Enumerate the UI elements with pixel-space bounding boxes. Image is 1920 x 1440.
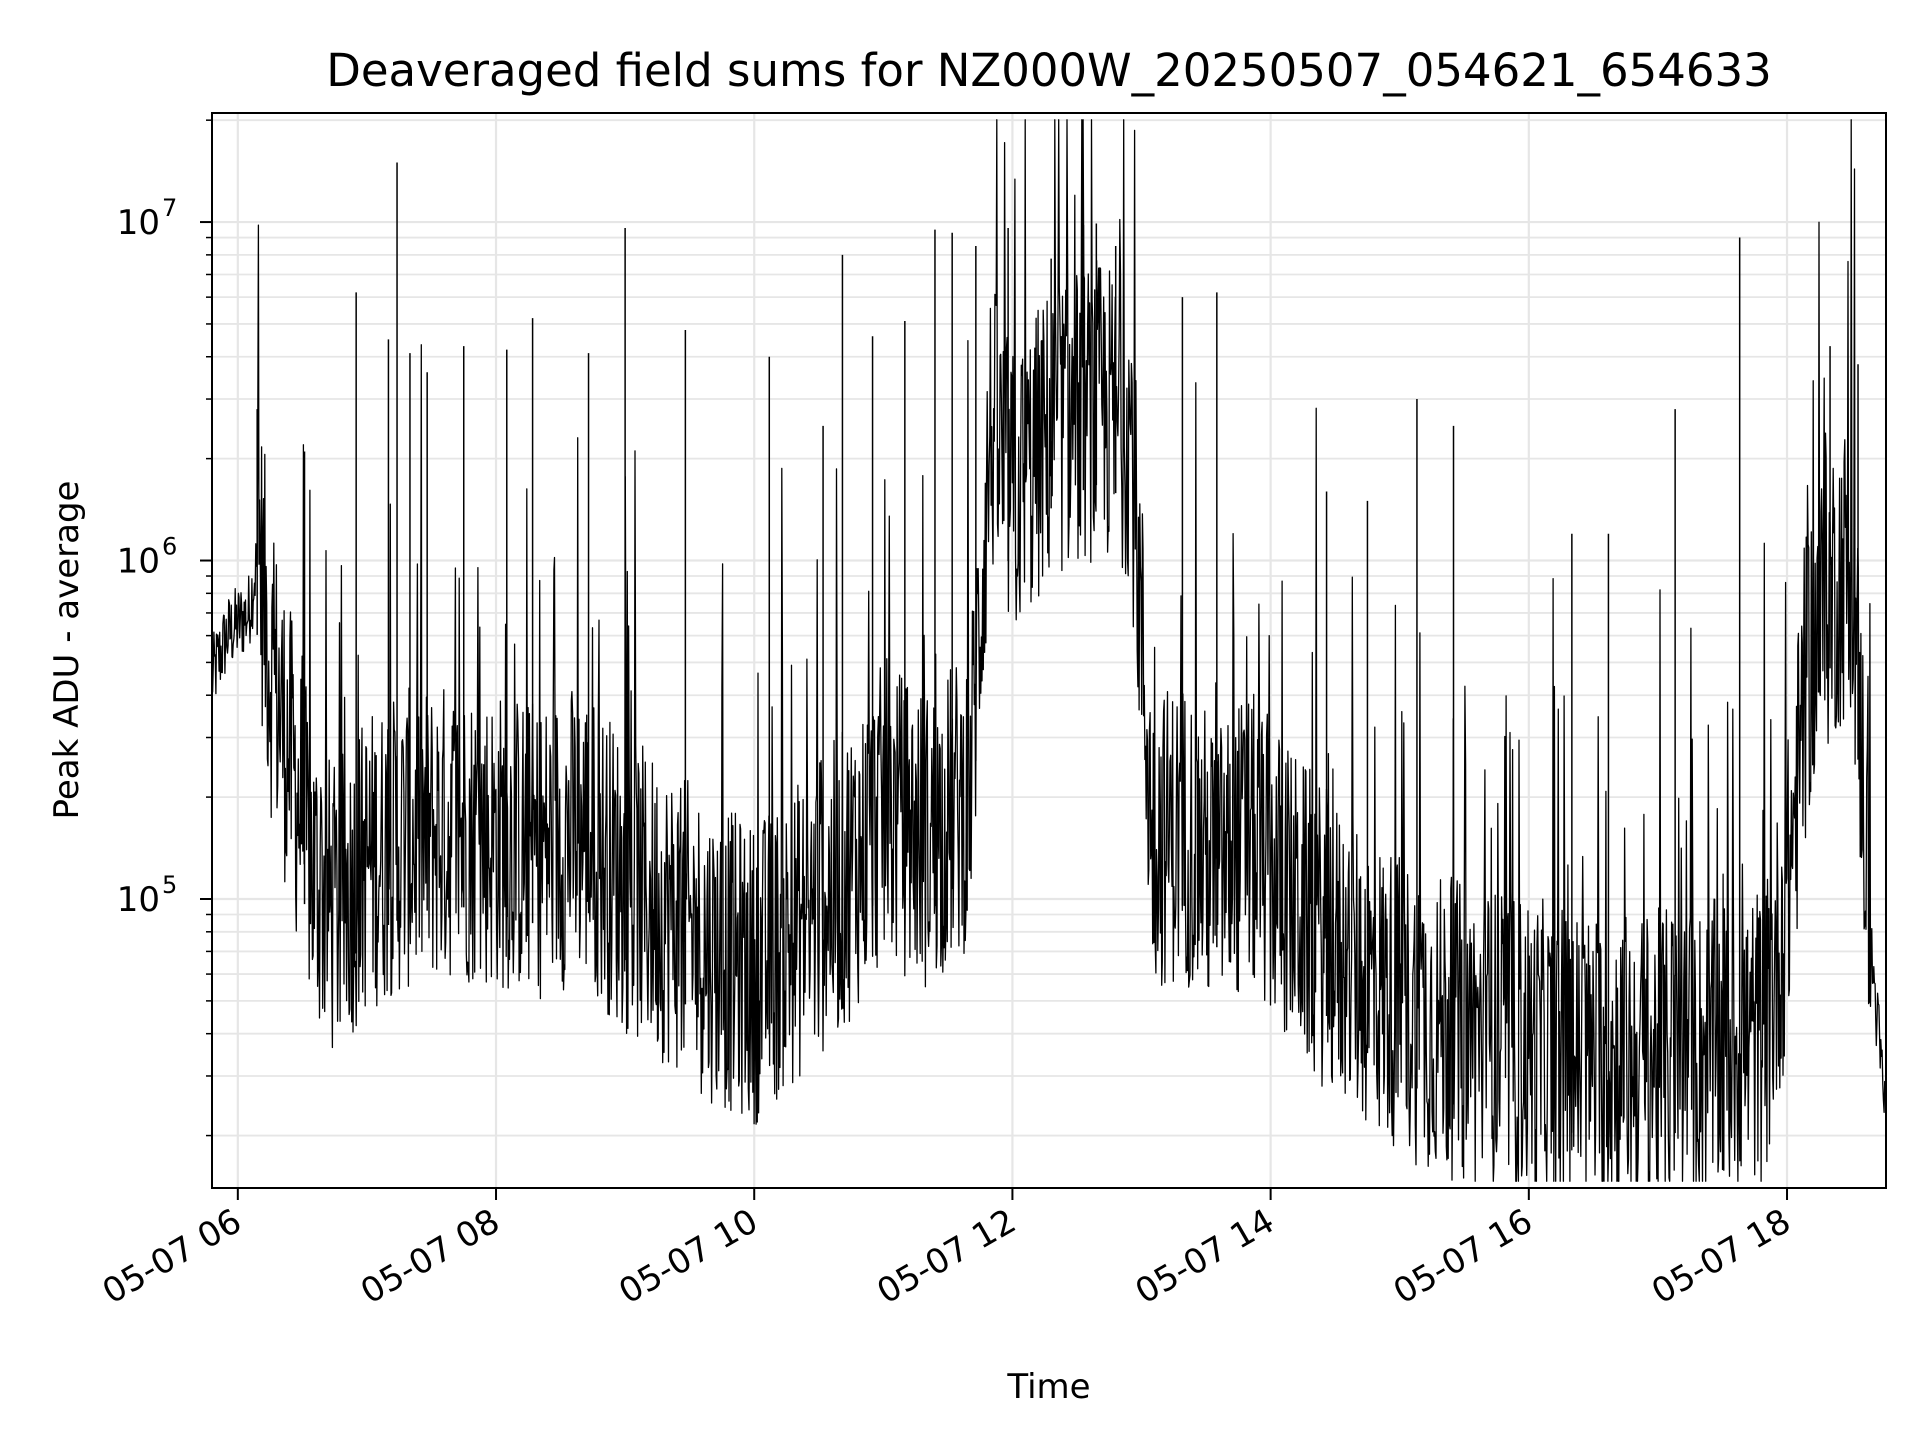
plot-frame (211, 112, 1887, 1189)
y-axis-label: Peak ADU - average (47, 481, 87, 820)
x-axis-label: Time (1006, 1367, 1090, 1407)
plot-area (211, 119, 1887, 1182)
y-tick-label: 10 (117, 203, 160, 243)
chart-title: Deaveraged field sums for NZ000W_2025050… (326, 44, 1772, 97)
y-tick-exponent: 7 (162, 194, 177, 222)
y-tick-exponent: 5 (162, 871, 177, 899)
series-line (211, 119, 1887, 1182)
y-tick-label: 10 (117, 542, 160, 582)
y-tick-exponent: 6 (162, 533, 177, 561)
y-tick-label: 10 (117, 880, 160, 920)
